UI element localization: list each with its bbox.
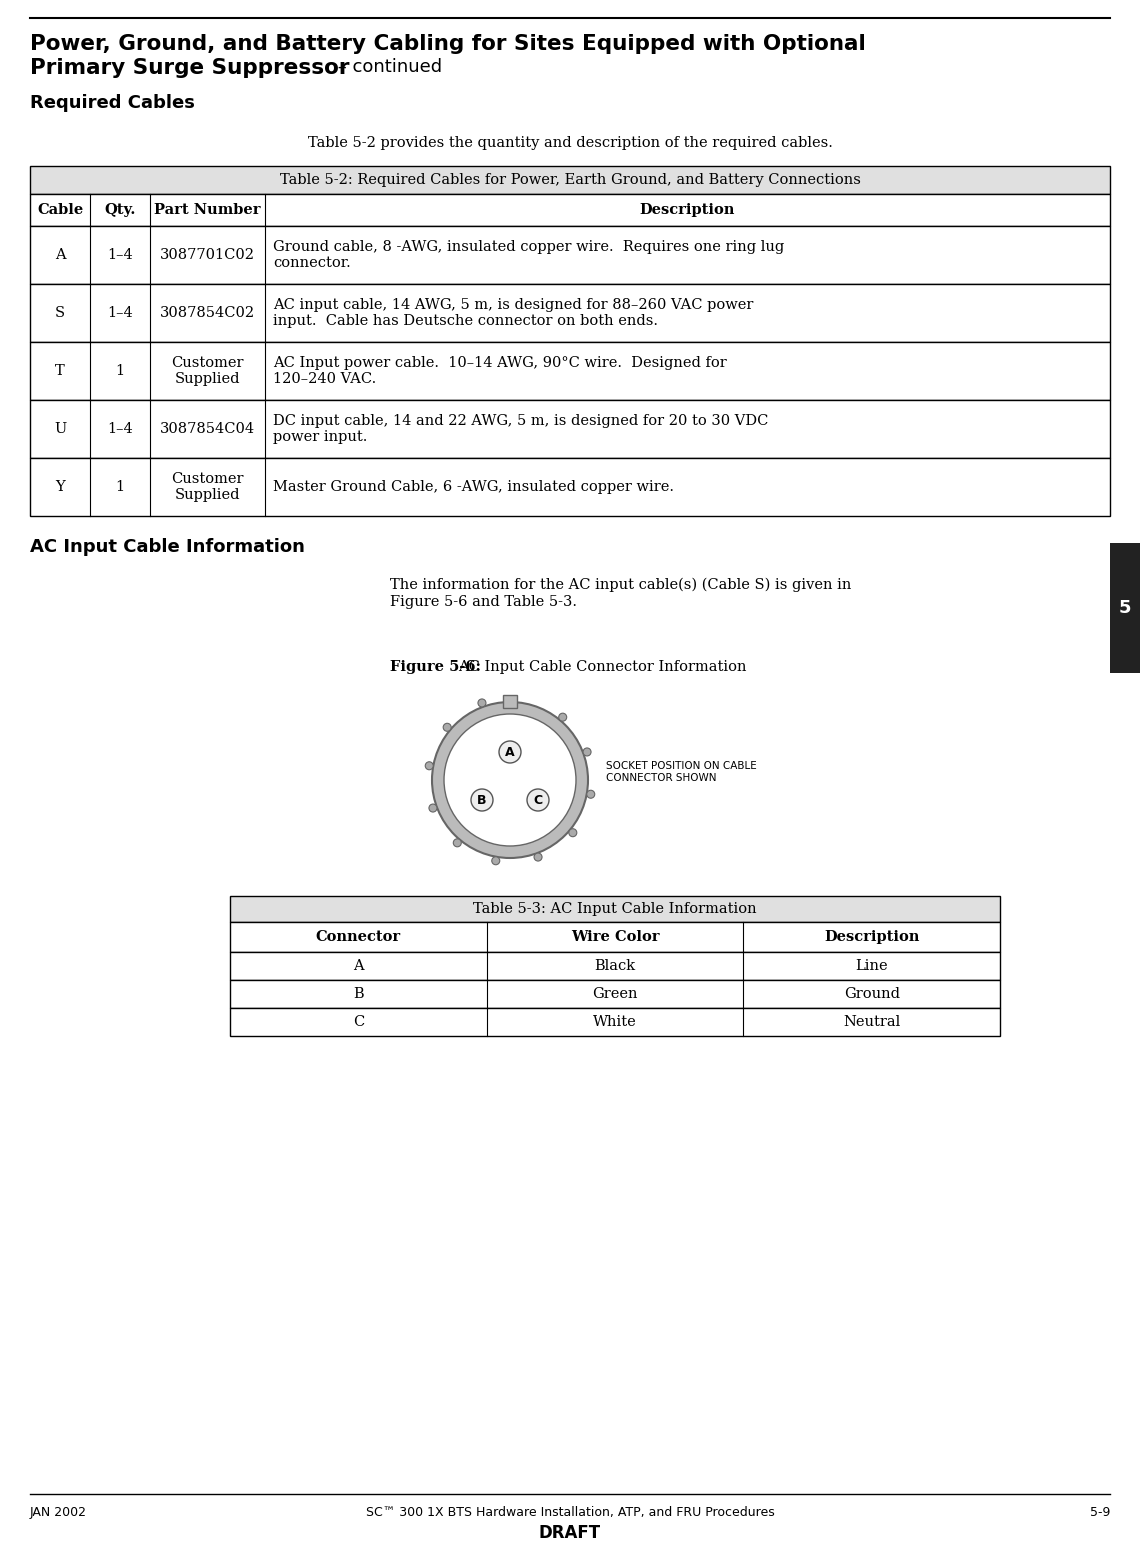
Circle shape: [559, 713, 567, 721]
Text: 1–4: 1–4: [107, 423, 133, 437]
Circle shape: [429, 803, 437, 813]
Text: 3087854C04: 3087854C04: [160, 423, 255, 437]
Text: Customer
Supplied: Customer Supplied: [171, 356, 244, 385]
Circle shape: [499, 741, 521, 763]
Bar: [503, 695, 518, 709]
Bar: [30, 399, 1110, 458]
Text: White: White: [593, 1015, 637, 1029]
Text: – continued: – continued: [332, 57, 442, 76]
Text: A: A: [55, 249, 65, 263]
Text: Qty.: Qty.: [105, 204, 136, 218]
Bar: [230, 922, 1000, 953]
Text: The information for the AC input cable(s) (Cable S) is given in
Figure 5-6 and T: The information for the AC input cable(s…: [390, 578, 852, 609]
Text: Description: Description: [640, 204, 735, 218]
Circle shape: [534, 853, 541, 861]
Text: AC input cable, 14 AWG, 5 m, is designed for 88–260 VAC power
input.  Cable has : AC input cable, 14 AWG, 5 m, is designed…: [272, 298, 754, 328]
Text: Customer
Supplied: Customer Supplied: [171, 472, 244, 502]
Circle shape: [432, 702, 588, 858]
Text: Table 5-2: Required Cables for Power, Earth Ground, and Battery Connections: Table 5-2: Required Cables for Power, Ea…: [279, 172, 861, 186]
Circle shape: [583, 747, 591, 755]
Text: Y: Y: [55, 480, 65, 494]
Circle shape: [443, 713, 576, 845]
Text: Ground: Ground: [844, 987, 899, 1001]
Text: Wire Color: Wire Color: [571, 929, 659, 943]
Text: Black: Black: [594, 959, 636, 973]
Text: JAN 2002: JAN 2002: [30, 1506, 87, 1518]
Circle shape: [527, 789, 549, 811]
Text: Description: Description: [824, 929, 919, 943]
Bar: [1110, 542, 1140, 673]
Text: C: C: [352, 1015, 364, 1029]
Text: Figure 5-6:: Figure 5-6:: [390, 660, 486, 674]
Text: 1: 1: [115, 480, 124, 494]
Text: T: T: [55, 364, 65, 378]
Circle shape: [478, 699, 486, 707]
Text: A: A: [353, 959, 364, 973]
Bar: [30, 458, 1110, 516]
Circle shape: [443, 723, 451, 732]
Circle shape: [471, 789, 492, 811]
Text: Master Ground Cable, 6 -AWG, insulated copper wire.: Master Ground Cable, 6 -AWG, insulated c…: [272, 480, 674, 494]
Bar: [30, 342, 1110, 399]
Text: AC Input Cable Information: AC Input Cable Information: [30, 538, 304, 556]
Text: Green: Green: [593, 987, 637, 1001]
Text: DC input cable, 14 and 22 AWG, 5 m, is designed for 20 to 30 VDC
power input.: DC input cable, 14 and 22 AWG, 5 m, is d…: [272, 413, 768, 444]
Bar: [30, 194, 1110, 225]
Circle shape: [491, 856, 499, 864]
Text: U: U: [54, 423, 66, 437]
Text: Ground cable, 8 -AWG, insulated copper wire.  Requires one ring lug
connector.: Ground cable, 8 -AWG, insulated copper w…: [272, 239, 784, 270]
Text: Connector: Connector: [316, 929, 401, 943]
Bar: [30, 225, 1110, 284]
Text: Cable: Cable: [36, 204, 83, 218]
Bar: [230, 981, 1000, 1009]
Text: Power, Ground, and Battery Cabling for Sites Equipped with Optional: Power, Ground, and Battery Cabling for S…: [30, 34, 865, 54]
Text: 3087701C02: 3087701C02: [160, 249, 255, 263]
Text: 1–4: 1–4: [107, 306, 133, 320]
Text: AC Input Cable Connector Information: AC Input Cable Connector Information: [458, 660, 747, 674]
Text: C: C: [534, 794, 543, 807]
Text: A: A: [505, 746, 515, 758]
Text: DRAFT: DRAFT: [539, 1524, 601, 1542]
Text: Primary Surge Suppressor: Primary Surge Suppressor: [30, 57, 350, 78]
Text: AC Input power cable.  10–14 AWG, 90°C wire.  Designed for
120–240 VAC.: AC Input power cable. 10–14 AWG, 90°C wi…: [272, 356, 727, 385]
Text: B: B: [478, 794, 487, 807]
Circle shape: [454, 839, 462, 847]
Bar: [30, 166, 1110, 194]
Text: Table 5-2 provides the quantity and description of the required cables.: Table 5-2 provides the quantity and desc…: [308, 137, 832, 151]
Circle shape: [587, 791, 595, 799]
Text: 5-9: 5-9: [1090, 1506, 1110, 1518]
Circle shape: [425, 761, 433, 769]
Text: B: B: [353, 987, 364, 1001]
Text: S: S: [55, 306, 65, 320]
Text: Required Cables: Required Cables: [30, 93, 195, 112]
Circle shape: [569, 828, 577, 836]
Text: SC™ 300 1X BTS Hardware Installation, ATP, and FRU Procedures: SC™ 300 1X BTS Hardware Installation, AT…: [366, 1506, 774, 1518]
Text: 1: 1: [115, 364, 124, 378]
Bar: [230, 1009, 1000, 1037]
Text: Table 5-3: AC Input Cable Information: Table 5-3: AC Input Cable Information: [473, 901, 757, 915]
Text: 5: 5: [1118, 598, 1131, 617]
Bar: [230, 897, 1000, 922]
Text: Line: Line: [855, 959, 888, 973]
Text: Neutral: Neutral: [844, 1015, 901, 1029]
Text: 3087854C02: 3087854C02: [160, 306, 255, 320]
Text: SOCKET POSITION ON CABLE
CONNECTOR SHOWN: SOCKET POSITION ON CABLE CONNECTOR SHOWN: [606, 761, 757, 783]
Bar: [230, 953, 1000, 981]
Text: 1–4: 1–4: [107, 249, 133, 263]
Text: Part Number: Part Number: [154, 204, 261, 218]
Bar: [30, 284, 1110, 342]
